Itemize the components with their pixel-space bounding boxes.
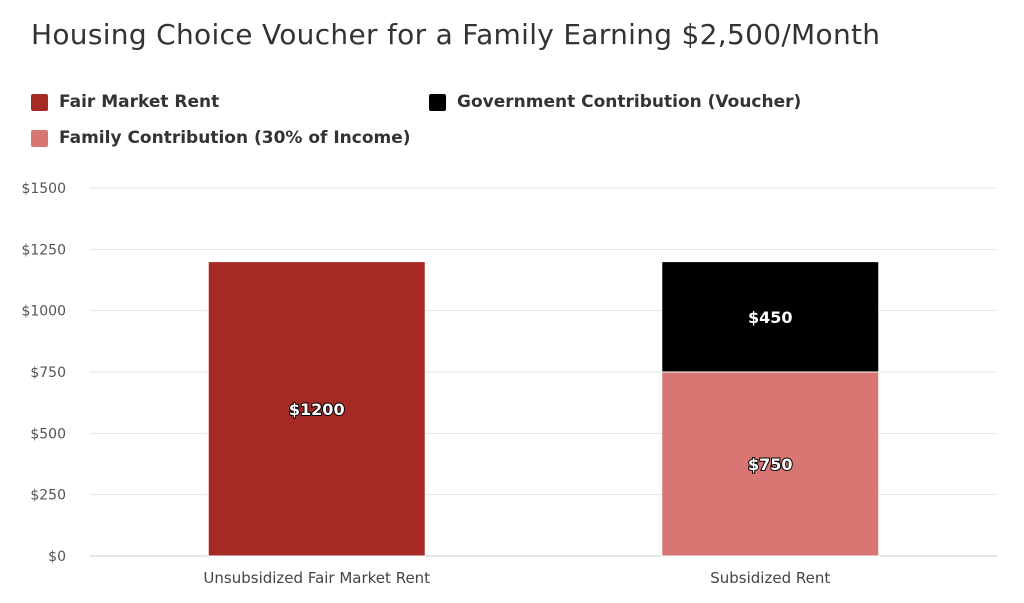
legend-label-government-contribution: Government Contribution (Voucher) <box>457 92 802 112</box>
y-tick-label: $500 <box>30 426 66 442</box>
x-category-label: Unsubsidized Fair Market Rent <box>203 569 430 587</box>
x-category-label: Subsidized Rent <box>710 569 830 587</box>
chart-title: Housing Choice Voucher for a Family Earn… <box>31 18 881 51</box>
y-tick-label: $1250 <box>21 242 66 258</box>
legend-swatch-fair-market-rent <box>31 93 48 111</box>
legend-item-fair-market-rent[interactable]: Fair Market Rent <box>31 92 219 112</box>
legend-label-fair-market-rent: Fair Market Rent <box>59 92 220 112</box>
legend-label-family-contribution: Family Contribution (30% of Income) <box>59 128 411 148</box>
bar-family-contribution-30-of-income <box>661 371 880 557</box>
y-tick-label: $750 <box>30 365 66 381</box>
bar-fair-market-rent <box>207 261 426 557</box>
data-label: $1200 <box>289 400 345 419</box>
y-tick-label: $1000 <box>21 304 66 320</box>
legend-item-family-contribution[interactable]: Family Contribution (30% of Income) <box>31 128 411 148</box>
y-tick-label: $1500 <box>21 181 66 197</box>
data-label: $450 <box>748 308 793 327</box>
legend-swatch-government-contribution <box>429 93 446 111</box>
y-tick-label: $250 <box>30 488 66 504</box>
legend-item-government-contribution[interactable]: Government Contribution (Voucher) <box>429 92 801 112</box>
y-tick-label: $0 <box>48 549 66 565</box>
data-label: $750 <box>748 455 793 474</box>
legend-swatch-family-contribution <box>31 129 48 147</box>
bar-government-contribution-voucher <box>661 261 880 373</box>
